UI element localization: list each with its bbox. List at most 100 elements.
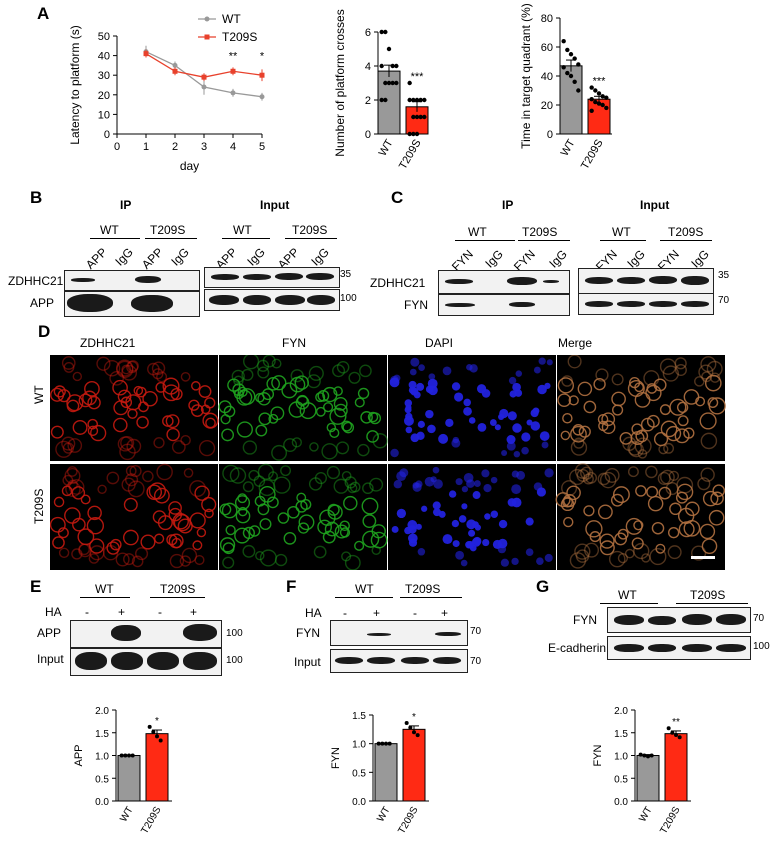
y-axis-label: FYN (330, 747, 342, 769)
y-axis-label: APP (73, 744, 85, 766)
data-point (638, 752, 643, 757)
b-row-app: APP (30, 296, 55, 310)
data-point (127, 753, 131, 758)
data-point (572, 79, 577, 85)
panel-label-a: A (37, 4, 50, 23)
f-blot-fyn (330, 620, 468, 646)
y-tick-label: 0 (365, 129, 371, 141)
data-point (407, 97, 412, 103)
data-point (414, 114, 420, 120)
g-blot-fyn (607, 607, 751, 633)
data-point (600, 94, 605, 99)
y-tick-label: 2.0 (95, 706, 109, 717)
f-marker-1: 70 (470, 626, 482, 637)
data-point (600, 102, 605, 108)
c-ip-blot-zdhhc21 (438, 270, 570, 294)
data-point (390, 63, 395, 69)
data-point (394, 80, 399, 86)
data-point (390, 80, 395, 86)
data-point (674, 733, 678, 738)
legend-label: WT (222, 12, 241, 26)
data-point (408, 725, 413, 730)
c-ip-wt: WT (468, 225, 487, 239)
c-input-title: Input (640, 198, 670, 212)
c-ip-blot-fyn (438, 294, 570, 316)
b-marker-100: 100 (340, 293, 357, 304)
significance-mark: * (412, 712, 416, 723)
g-wt: WT (618, 588, 637, 602)
data-point (576, 88, 581, 93)
data-point (147, 724, 152, 729)
data-point (418, 97, 423, 103)
data-point (384, 741, 388, 746)
bar-T209S (145, 733, 169, 802)
d-col-zdhhc21: ZDHHC21 (80, 336, 136, 350)
data-point (383, 29, 388, 35)
d-col-fyn: FYN (282, 336, 306, 350)
target-quadrant-bar-chart: 0 20 40 60 80 Time in target quadrant (%) WT T2… (520, 3, 612, 172)
y-tick-label: 6 (365, 27, 371, 39)
significance-mark: *** (411, 71, 425, 83)
d-row-wt: WT (32, 385, 46, 404)
data-point (412, 730, 416, 735)
y-tick-label: 60 (541, 42, 553, 54)
data-point (422, 114, 427, 120)
b-input-blot-zdhhc21 (204, 267, 340, 288)
y-axis-label: FYN (592, 744, 604, 766)
data-point (379, 29, 384, 35)
bar-WT (117, 755, 141, 802)
data-point (561, 65, 566, 70)
y-tick-label: 1.5 (95, 729, 109, 740)
e-sign-4: + (190, 605, 198, 619)
bar-WT (377, 70, 401, 135)
data-point (158, 738, 163, 743)
y-tick-label: 40 (98, 51, 110, 63)
significance-mark: * (155, 716, 159, 727)
data-point (379, 97, 384, 103)
f-wt: WT (355, 582, 374, 596)
y-tick-label: 1.5 (614, 729, 628, 740)
y-tick-label: 0 (547, 129, 553, 141)
b-row-zdhhc21: ZDHHC21 (8, 274, 64, 288)
bar-T209S (402, 728, 426, 802)
data-point-T209S (172, 68, 178, 74)
e-row-app: APP (37, 626, 62, 640)
y-tick-label: 20 (541, 100, 553, 112)
x-tick-label: 3 (201, 141, 207, 153)
y-tick-label: 0.5 (352, 768, 366, 779)
data-point (155, 734, 159, 739)
y-tick-label: 1.0 (614, 752, 628, 763)
significance-mark: ** (229, 51, 238, 63)
e-ha: HA (45, 605, 62, 619)
panel-label-f: F (286, 577, 297, 596)
d-col-merge: Merge (558, 336, 593, 350)
x-tick-label: 5 (259, 141, 265, 153)
data-point (593, 88, 598, 93)
y-tick-label: 1.0 (95, 752, 109, 763)
g-marker-1: 70 (753, 613, 765, 624)
data-point (376, 741, 381, 746)
x-tick-label: T209S (396, 805, 420, 836)
e-wt: WT (95, 582, 114, 596)
data-point (677, 735, 682, 740)
x-tick-label: 0 (114, 141, 120, 153)
bar-T209S (664, 733, 688, 802)
x-tick-label: T209S (139, 805, 163, 836)
e-sign-1: - (85, 605, 89, 619)
c-marker-70: 70 (718, 295, 730, 306)
latency-line-chart: 0 10 20 30 40 50 0 1 2 3 4 5 day Latency to platform … (68, 12, 265, 173)
y-axis-label: Latency to platform (s) (68, 25, 82, 144)
y-tick-label: 0.5 (614, 774, 628, 785)
y-tick-label: 30 (98, 70, 110, 82)
bar-WT (636, 755, 660, 802)
data-point-WT (201, 84, 207, 90)
data-point (576, 62, 581, 67)
data-point (380, 741, 385, 746)
bar-WT (374, 743, 398, 802)
x-tick-label: WT (559, 137, 578, 158)
data-point (151, 729, 156, 734)
y-tick-label: 4 (365, 61, 371, 73)
y-tick-label: 10 (98, 109, 110, 121)
data-point (596, 91, 602, 96)
b-ip-blot-app (64, 291, 200, 317)
